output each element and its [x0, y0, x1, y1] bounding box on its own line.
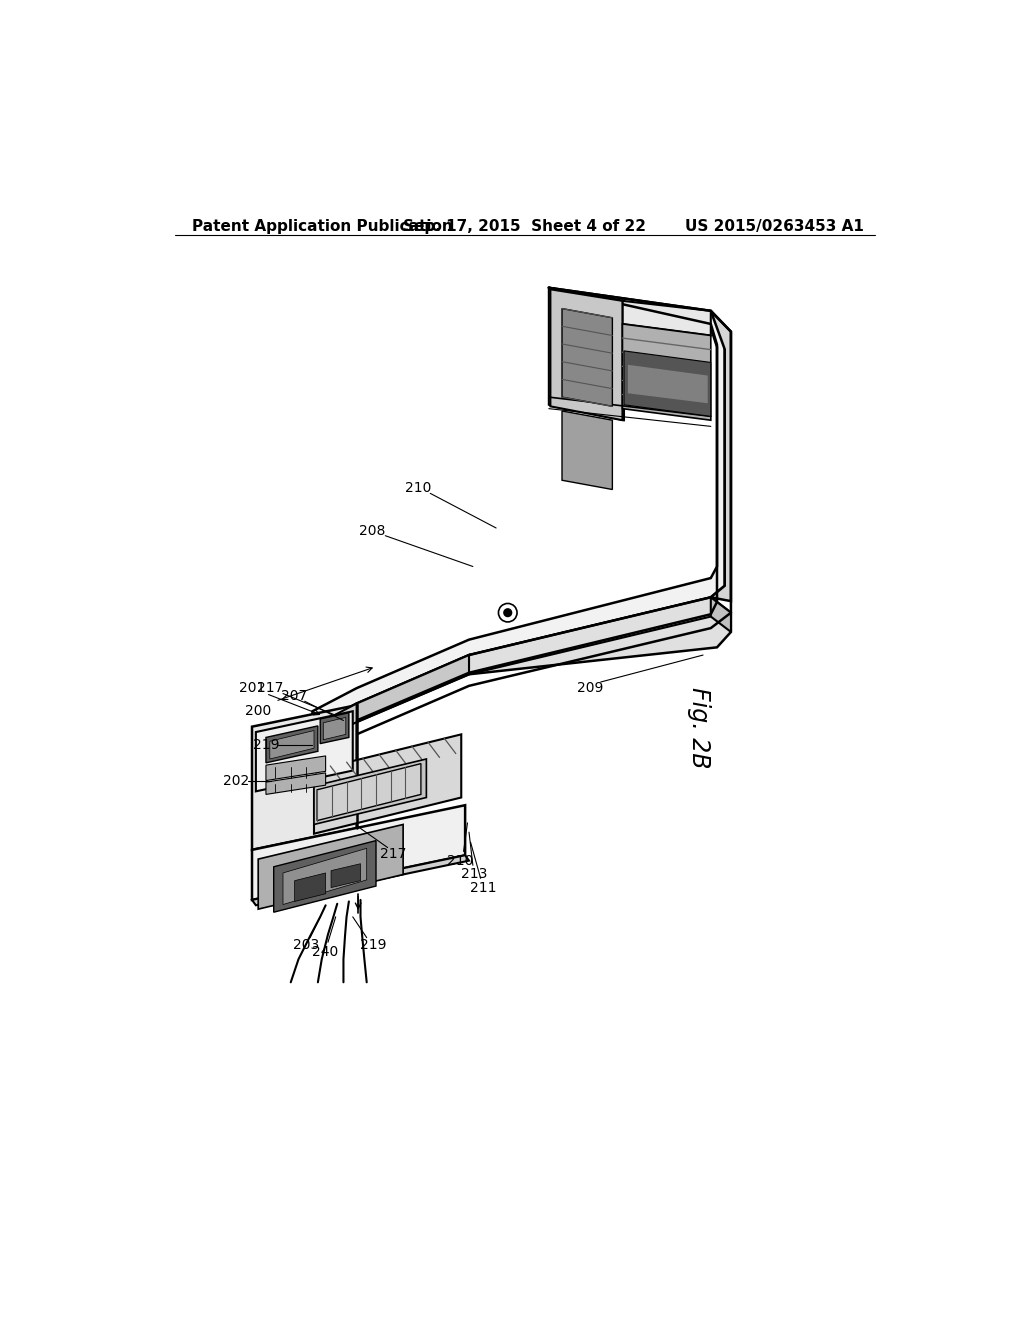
Text: 200: 200	[245, 705, 271, 718]
Polygon shape	[623, 301, 711, 335]
Text: 213: 213	[461, 867, 487, 882]
Polygon shape	[312, 704, 356, 744]
Polygon shape	[562, 411, 612, 490]
Polygon shape	[331, 863, 360, 887]
Text: 219: 219	[253, 738, 280, 752]
Text: 208: 208	[359, 524, 385, 539]
Text: 240: 240	[311, 945, 338, 958]
Polygon shape	[266, 774, 326, 795]
Polygon shape	[550, 289, 623, 420]
Polygon shape	[562, 309, 612, 407]
Text: 207: 207	[281, 689, 307, 702]
Circle shape	[504, 609, 512, 616]
Polygon shape	[258, 825, 403, 909]
Polygon shape	[624, 351, 711, 416]
Polygon shape	[356, 655, 469, 722]
Text: Fig. 2B: Fig. 2B	[687, 686, 712, 768]
Polygon shape	[317, 763, 421, 821]
Text: 210: 210	[447, 854, 474, 867]
Polygon shape	[324, 718, 346, 739]
Polygon shape	[270, 730, 314, 759]
Text: 217: 217	[380, 846, 407, 861]
Text: 209: 209	[578, 681, 604, 696]
Text: 202: 202	[223, 774, 250, 788]
Polygon shape	[312, 288, 725, 726]
Polygon shape	[252, 855, 469, 906]
Polygon shape	[711, 312, 731, 601]
Polygon shape	[283, 849, 367, 904]
Text: 203: 203	[293, 939, 319, 952]
Polygon shape	[252, 805, 465, 900]
Polygon shape	[628, 364, 708, 404]
Polygon shape	[266, 756, 326, 780]
Text: US 2015/0263453 A1: US 2015/0263453 A1	[685, 219, 864, 234]
Polygon shape	[314, 734, 461, 834]
Polygon shape	[266, 726, 317, 763]
Polygon shape	[252, 705, 356, 850]
Text: 211: 211	[470, 880, 497, 895]
Polygon shape	[295, 873, 326, 902]
Text: 219: 219	[359, 939, 386, 952]
Text: Patent Application Publication: Patent Application Publication	[193, 219, 453, 234]
Text: 201: 201	[239, 681, 265, 696]
Polygon shape	[314, 759, 426, 825]
Polygon shape	[312, 598, 731, 744]
Polygon shape	[256, 711, 352, 792]
Text: 217: 217	[257, 681, 284, 696]
Polygon shape	[711, 598, 731, 632]
Polygon shape	[273, 841, 376, 912]
Polygon shape	[321, 713, 349, 743]
Text: Sep. 17, 2015  Sheet 4 of 22: Sep. 17, 2015 Sheet 4 of 22	[403, 219, 646, 234]
Text: 210: 210	[406, 480, 432, 495]
Polygon shape	[549, 288, 624, 420]
Polygon shape	[623, 323, 711, 420]
